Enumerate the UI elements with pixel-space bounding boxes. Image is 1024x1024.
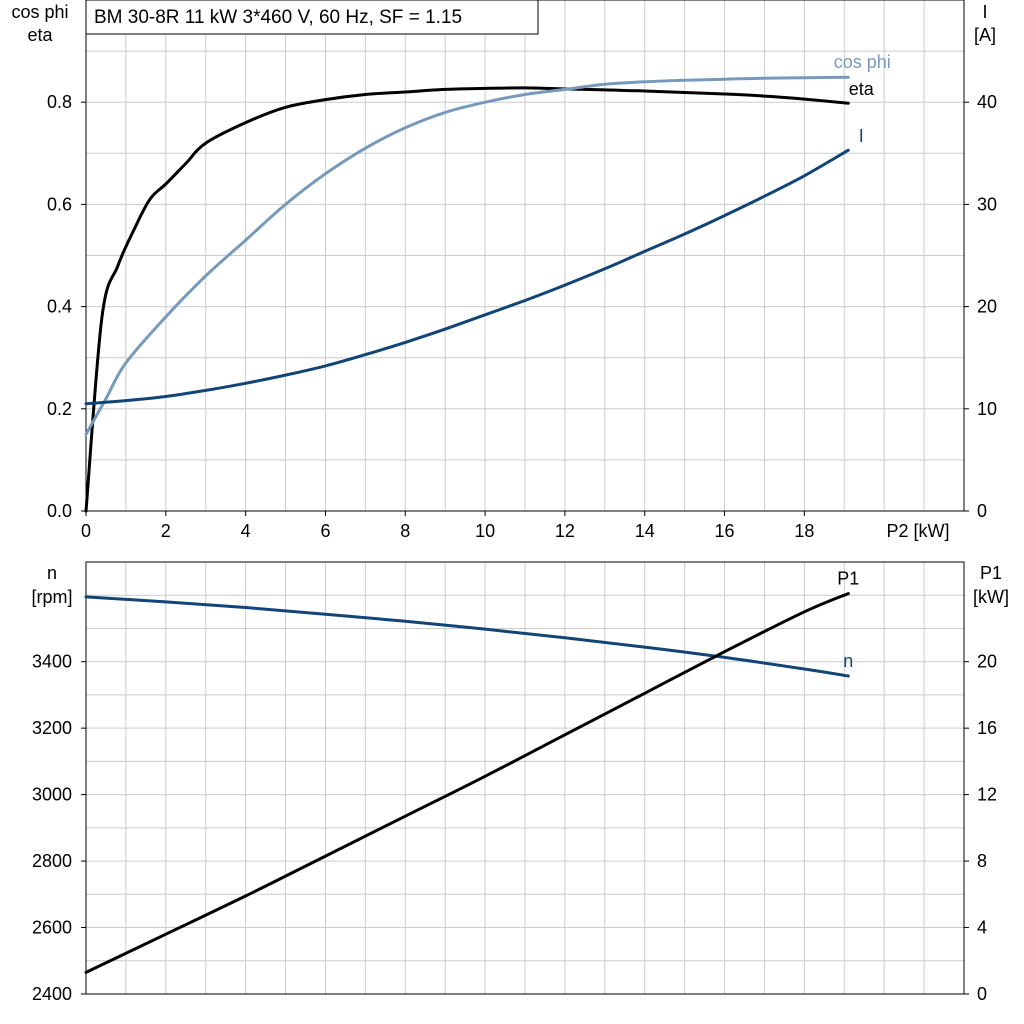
bottom-grid (86, 562, 964, 994)
x-tick-label: 2 (161, 521, 171, 541)
top-left-axis-label-2: eta (27, 25, 53, 45)
bottom-y-ticks-left: 2400 2600 2800 3000 3200 3400 (32, 652, 86, 1004)
y-tick-label-right: 30 (977, 194, 997, 214)
x-tick-label: 0 (81, 521, 91, 541)
y-tick-label-right: 40 (977, 92, 997, 112)
top-left-axis-label-1: cos phi (11, 2, 68, 22)
series-line-cosphi (84, 75, 850, 436)
series-label-eta: eta (849, 79, 875, 99)
top-x-ticks: 0 2 4 6 8 10 12 14 16 18 (81, 511, 814, 541)
top-series: eta cos phi I (84, 52, 891, 513)
y-tick-label-right: 8 (977, 851, 987, 871)
top-right-axis-label-2: [A] (974, 25, 996, 45)
series-label-n: n (843, 651, 853, 671)
y-tick-label-left: 2400 (32, 984, 72, 1004)
series-label-p1: P1 (837, 569, 859, 589)
x-tick-label: 6 (320, 521, 330, 541)
y-tick-label-left: 0.0 (47, 501, 72, 521)
x-tick-label: 4 (241, 521, 251, 541)
bottom-left-axis-label-2: [rpm] (31, 587, 72, 607)
top-plot: 0 2 4 6 8 10 12 14 16 18 0.0 0.2 0.4 0.6 0.8 0 10 20 30 4… (11, 0, 997, 541)
bottom-y-ticks-right: 0 4 8 12 16 20 (964, 652, 997, 1004)
y-tick-label-right: 10 (977, 399, 997, 419)
x-axis-label: P2 [kW] (886, 521, 949, 541)
y-tick-label-right: 16 (977, 718, 997, 738)
y-tick-label-right: 0 (977, 984, 987, 1004)
y-tick-label-right: 20 (977, 652, 997, 672)
top-y-ticks-right: 0 10 20 30 40 (964, 92, 997, 521)
y-tick-label-right: 0 (977, 501, 987, 521)
top-plot-frame (85, 0, 965, 512)
y-tick-label-left: 0.4 (47, 297, 72, 317)
x-tick-label: 12 (555, 521, 575, 541)
series-label-current: I (859, 126, 864, 146)
series-label-cosphi: cos phi (834, 52, 891, 72)
y-tick-label-right: 4 (977, 918, 987, 938)
title-box (85, 0, 539, 35)
y-tick-label-left: 3400 (32, 652, 72, 672)
y-tick-label-left: 3200 (32, 718, 72, 738)
y-tick-label-right: 20 (977, 297, 997, 317)
x-tick-label: 16 (715, 521, 735, 541)
bottom-right-axis-label-1: P1 (980, 563, 1002, 583)
bottom-plot: 2400 2600 2800 3000 3200 3400 0 4 8 12 16 20 n P1 n… (31, 561, 1009, 1004)
bottom-series: n P1 (84, 569, 859, 974)
series-line-current (84, 148, 850, 406)
y-tick-label-left: 0.6 (47, 194, 72, 214)
top-y-ticks-left: 0.0 0.2 0.4 0.6 0.8 (47, 92, 86, 521)
x-tick-label: 10 (475, 521, 495, 541)
y-tick-label-left: 0.2 (47, 399, 72, 419)
chart-title: BM 30-8R 11 kW 3*460 V, 60 Hz, SF = 1.15 (94, 7, 462, 28)
bottom-right-axis-label-2: [kW] (973, 587, 1009, 607)
y-tick-label-left: 2800 (32, 851, 72, 871)
top-right-axis-label-1: I (982, 2, 987, 22)
bottom-left-axis-label-1: n (47, 563, 57, 583)
top-grid (86, 0, 964, 511)
x-tick-label: 8 (400, 521, 410, 541)
x-tick-label: 18 (794, 521, 814, 541)
y-tick-label-left: 3000 (32, 785, 72, 805)
y-tick-label-left: 2600 (32, 918, 72, 938)
series-line-eta (84, 86, 850, 513)
bottom-plot-frame (85, 561, 965, 995)
series-line-n (84, 595, 850, 678)
y-tick-label-left: 0.8 (47, 92, 72, 112)
x-tick-label: 14 (635, 521, 655, 541)
series-line-p1 (84, 592, 850, 974)
y-tick-label-right: 12 (977, 785, 997, 805)
